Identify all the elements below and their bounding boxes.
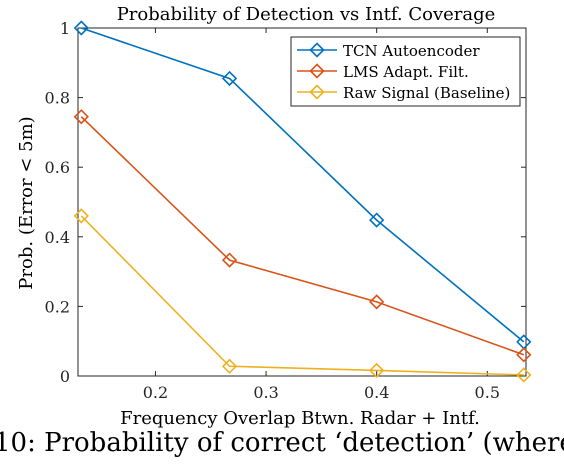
y-axis-label: Prob. (Error < 5m) bbox=[16, 116, 37, 289]
x-axis-label: Frequency Overlap Btwn. Radar + Intf. bbox=[120, 408, 480, 429]
data-point bbox=[221, 70, 238, 87]
legend-label: LMS Adapt. Filt. bbox=[343, 63, 469, 81]
y-axis: 0 0.2 0.4 0.6 0.8 1 bbox=[45, 19, 526, 386]
series-layer bbox=[73, 20, 532, 383]
y-tick-label: 0 bbox=[60, 367, 70, 386]
figure-caption: 10: Probability of correct ‘detection’ (… bbox=[0, 428, 564, 458]
data-point bbox=[516, 347, 532, 363]
y-tick-label: 0.2 bbox=[45, 297, 70, 316]
data-point bbox=[516, 367, 532, 383]
data-point bbox=[73, 20, 89, 36]
y-tick-label: 1 bbox=[60, 19, 70, 38]
data-point bbox=[73, 109, 89, 125]
x-tick-label: 0.5 bbox=[475, 383, 500, 402]
data-point bbox=[369, 362, 385, 379]
y-tick-label: 0.6 bbox=[45, 158, 70, 177]
data-point bbox=[221, 358, 238, 374]
series-line bbox=[80, 116, 525, 356]
legend-label: Raw Signal (Baseline) bbox=[343, 84, 510, 102]
data-point bbox=[369, 212, 385, 228]
x-tick-label: 0.2 bbox=[143, 383, 168, 402]
data-point bbox=[369, 294, 385, 310]
y-tick-label: 0.8 bbox=[45, 89, 70, 108]
chart-title: Probability of Detection vs Intf. Covera… bbox=[117, 4, 496, 25]
y-tick-label: 0.4 bbox=[45, 228, 70, 247]
series-line bbox=[81, 27, 525, 343]
x-tick-label: 0.3 bbox=[253, 383, 278, 402]
x-tick-label: 0.4 bbox=[364, 383, 389, 402]
series-line bbox=[80, 215, 524, 376]
legend-swatch-marker bbox=[309, 63, 325, 79]
legend-swatch-marker bbox=[309, 42, 325, 58]
x-axis: 0.2 0.3 0.4 0.5 bbox=[143, 28, 500, 402]
legend-swatch-marker bbox=[309, 84, 325, 100]
legend-label: TCN Autoencoder bbox=[343, 42, 480, 60]
legend: TCN Autoencoder LMS Adapt. Filt. Raw Signa… bbox=[290, 36, 521, 107]
data-point bbox=[221, 252, 238, 268]
plot-area bbox=[77, 27, 527, 377]
data-point bbox=[73, 208, 89, 224]
